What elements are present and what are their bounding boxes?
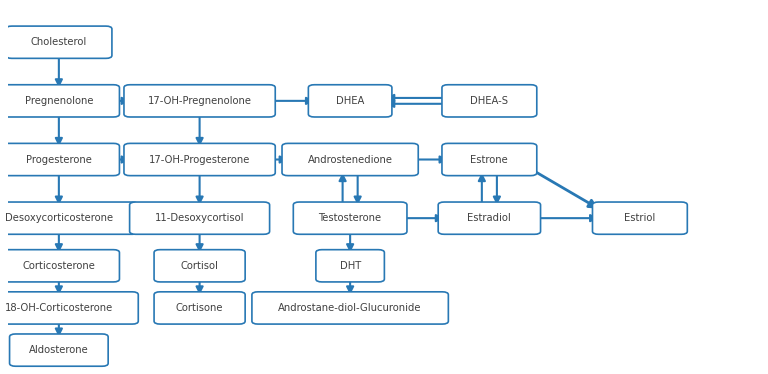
FancyBboxPatch shape xyxy=(442,85,537,117)
Text: DHT: DHT xyxy=(339,261,361,271)
Text: Testosterone: Testosterone xyxy=(319,213,382,223)
Text: Estriol: Estriol xyxy=(624,213,656,223)
Text: Desoxycorticosterone: Desoxycorticosterone xyxy=(5,213,113,223)
FancyBboxPatch shape xyxy=(293,202,407,234)
Text: DHEA: DHEA xyxy=(336,96,364,106)
Text: 17-OH-Pregnenolone: 17-OH-Pregnenolone xyxy=(147,96,252,106)
FancyBboxPatch shape xyxy=(154,292,245,324)
Text: Pregnenolone: Pregnenolone xyxy=(25,96,93,106)
FancyBboxPatch shape xyxy=(316,250,384,282)
FancyBboxPatch shape xyxy=(592,202,687,234)
FancyBboxPatch shape xyxy=(124,85,275,117)
Text: 17-OH-Progesterone: 17-OH-Progesterone xyxy=(149,154,250,165)
FancyBboxPatch shape xyxy=(0,202,138,234)
FancyBboxPatch shape xyxy=(9,334,108,366)
FancyBboxPatch shape xyxy=(0,85,120,117)
FancyBboxPatch shape xyxy=(124,143,275,176)
FancyBboxPatch shape xyxy=(0,143,120,176)
Text: Cortisol: Cortisol xyxy=(180,261,219,271)
FancyBboxPatch shape xyxy=(6,26,112,58)
Text: Estradiol: Estradiol xyxy=(468,213,511,223)
Text: DHEA-S: DHEA-S xyxy=(470,96,508,106)
Text: Cortisone: Cortisone xyxy=(176,303,223,313)
Text: 18-OH-Corticosterone: 18-OH-Corticosterone xyxy=(5,303,113,313)
Text: Aldosterone: Aldosterone xyxy=(29,345,89,355)
FancyBboxPatch shape xyxy=(130,202,270,234)
Text: Androstane-diol-Glucuronide: Androstane-diol-Glucuronide xyxy=(278,303,422,313)
Text: 11-Desoxycortisol: 11-Desoxycortisol xyxy=(155,213,244,223)
Text: Estrone: Estrone xyxy=(471,154,508,165)
FancyBboxPatch shape xyxy=(442,143,537,176)
FancyBboxPatch shape xyxy=(439,202,541,234)
FancyBboxPatch shape xyxy=(0,292,138,324)
FancyBboxPatch shape xyxy=(0,250,120,282)
Text: Progesterone: Progesterone xyxy=(26,154,92,165)
FancyBboxPatch shape xyxy=(282,143,419,176)
FancyBboxPatch shape xyxy=(154,250,245,282)
FancyBboxPatch shape xyxy=(309,85,392,117)
Text: Corticosterone: Corticosterone xyxy=(22,261,95,271)
Text: Cholesterol: Cholesterol xyxy=(31,37,87,47)
Text: Androstenedione: Androstenedione xyxy=(308,154,392,165)
FancyBboxPatch shape xyxy=(252,292,449,324)
